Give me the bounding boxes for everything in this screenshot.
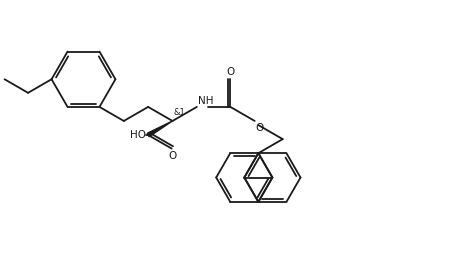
Text: HO: HO <box>130 130 146 140</box>
Polygon shape <box>147 121 173 137</box>
Text: O: O <box>168 151 176 161</box>
Text: O: O <box>226 68 235 77</box>
Text: &1: &1 <box>174 108 185 117</box>
Text: NH: NH <box>198 96 213 106</box>
Text: O: O <box>256 123 264 133</box>
